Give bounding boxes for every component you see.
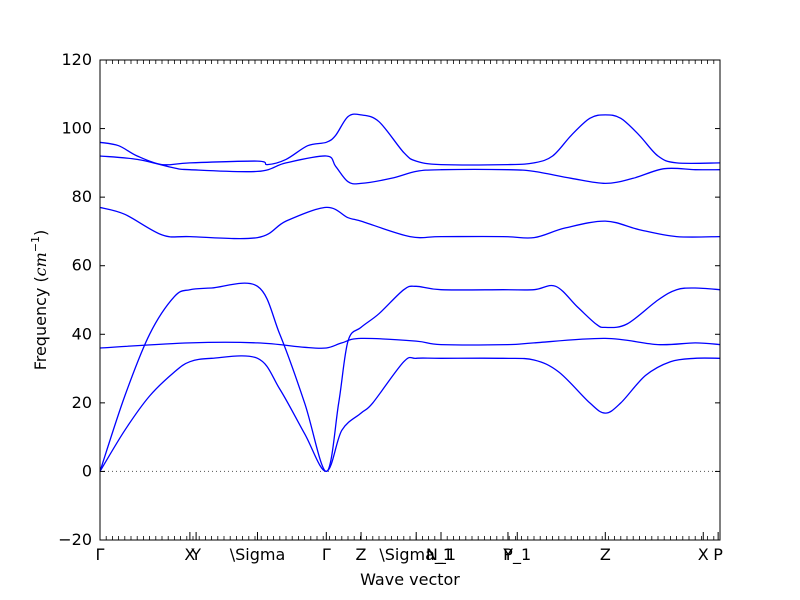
x-axis-label: Wave vector — [360, 570, 460, 589]
y-axis-label: Frequency (cm−1) — [29, 230, 50, 371]
x-tick-label: Z — [600, 545, 611, 564]
y-tick-label: 60 — [72, 256, 92, 275]
x-tick-label: X — [184, 545, 195, 564]
band-line-5 — [99, 155, 721, 185]
y-tick-label: 100 — [61, 119, 92, 138]
band-line-1 — [99, 355, 721, 473]
x-tick-label: \Sigma_1 — [379, 545, 453, 565]
x-tick-label: X — [698, 545, 709, 564]
x-tick-label: Z — [356, 545, 367, 564]
x-tick-label: N_1 — [426, 545, 456, 565]
x-tick-label: P — [503, 545, 513, 564]
x-tick-label: Γ — [322, 545, 331, 564]
y-tick-label: 40 — [72, 324, 92, 343]
x-tick-label: Y_1 — [502, 545, 531, 565]
plot-frame — [99, 59, 721, 541]
x-tick-label: \Sigma — [230, 545, 286, 564]
band-line-6 — [99, 113, 721, 166]
band-line-4 — [99, 206, 721, 240]
band-line-2 — [99, 282, 721, 473]
x-tick-label: P — [713, 545, 723, 564]
y-tick-label: 120 — [61, 50, 92, 69]
y-tick-label: 80 — [72, 187, 92, 206]
x-tick-label: Y — [190, 545, 201, 564]
band-series-group — [99, 113, 721, 473]
y-tick-label: −20 — [58, 530, 92, 549]
band-line-3 — [99, 337, 721, 349]
y-tick-label: 20 — [72, 393, 92, 412]
y-tick-label: 0 — [82, 461, 92, 480]
x-tick-label: Γ — [96, 545, 105, 564]
